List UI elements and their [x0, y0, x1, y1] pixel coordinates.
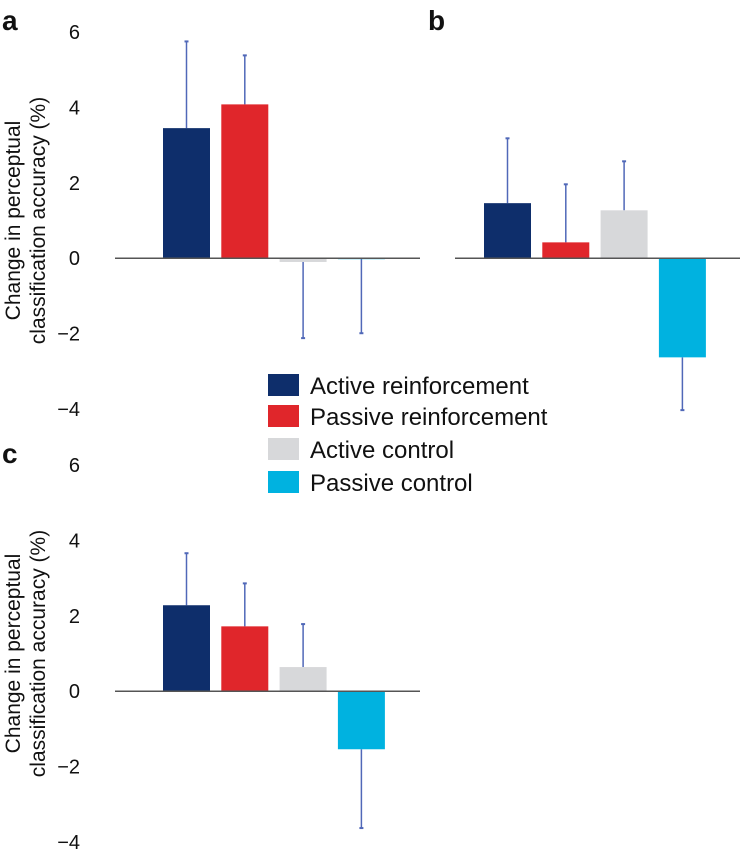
bar-active-reinforcement: [484, 203, 531, 259]
panel-label-b: b: [428, 5, 445, 36]
y-tick-label: −4: [57, 399, 80, 421]
y-tick-label: −2: [57, 757, 80, 779]
bar-passive-reinforcement: [221, 626, 269, 692]
y-tick-label: −4: [57, 832, 80, 853]
legend-label: Passive reinforcement: [310, 404, 548, 431]
legend-swatch: [268, 471, 299, 493]
bar-active-reinforcement: [163, 128, 210, 259]
legend-swatch: [268, 405, 299, 427]
y-axis-label: classification accuracy (%): [27, 97, 50, 344]
legend-label: Active reinforcement: [310, 373, 529, 400]
legend-label: Active control: [310, 437, 454, 464]
y-tick-label: 6: [69, 22, 80, 44]
bar-passive-control: [658, 258, 706, 358]
bar-active-control: [279, 258, 327, 262]
panel-label-c: c: [2, 438, 18, 469]
y-tick-label: 2: [69, 606, 80, 628]
legend-swatch: [268, 374, 299, 396]
y-tick-label: −2: [57, 324, 80, 346]
bar-active-reinforcement: [163, 605, 210, 692]
y-tick-label: 2: [69, 173, 80, 195]
y-tick-label: 0: [69, 681, 80, 703]
bar-passive-reinforcement: [221, 104, 269, 259]
y-axis-label: classification accuracy (%): [27, 530, 50, 777]
y-tick-label: 0: [69, 248, 80, 270]
legend-swatch: [268, 438, 299, 460]
y-tick-label: 4: [69, 530, 80, 552]
panel-label-a: a: [2, 5, 18, 36]
y-tick-label: 6: [69, 455, 80, 477]
bar-passive-control: [337, 691, 385, 750]
y-tick-label: 4: [69, 97, 80, 119]
y-axis-label: Change in perceptual: [2, 121, 25, 321]
bar-active-control: [279, 667, 327, 692]
bar-active-control: [600, 210, 648, 259]
legend-label: Passive control: [310, 470, 473, 497]
bar-passive-reinforcement: [542, 242, 590, 259]
y-axis-label: Change in perceptual: [2, 554, 25, 754]
